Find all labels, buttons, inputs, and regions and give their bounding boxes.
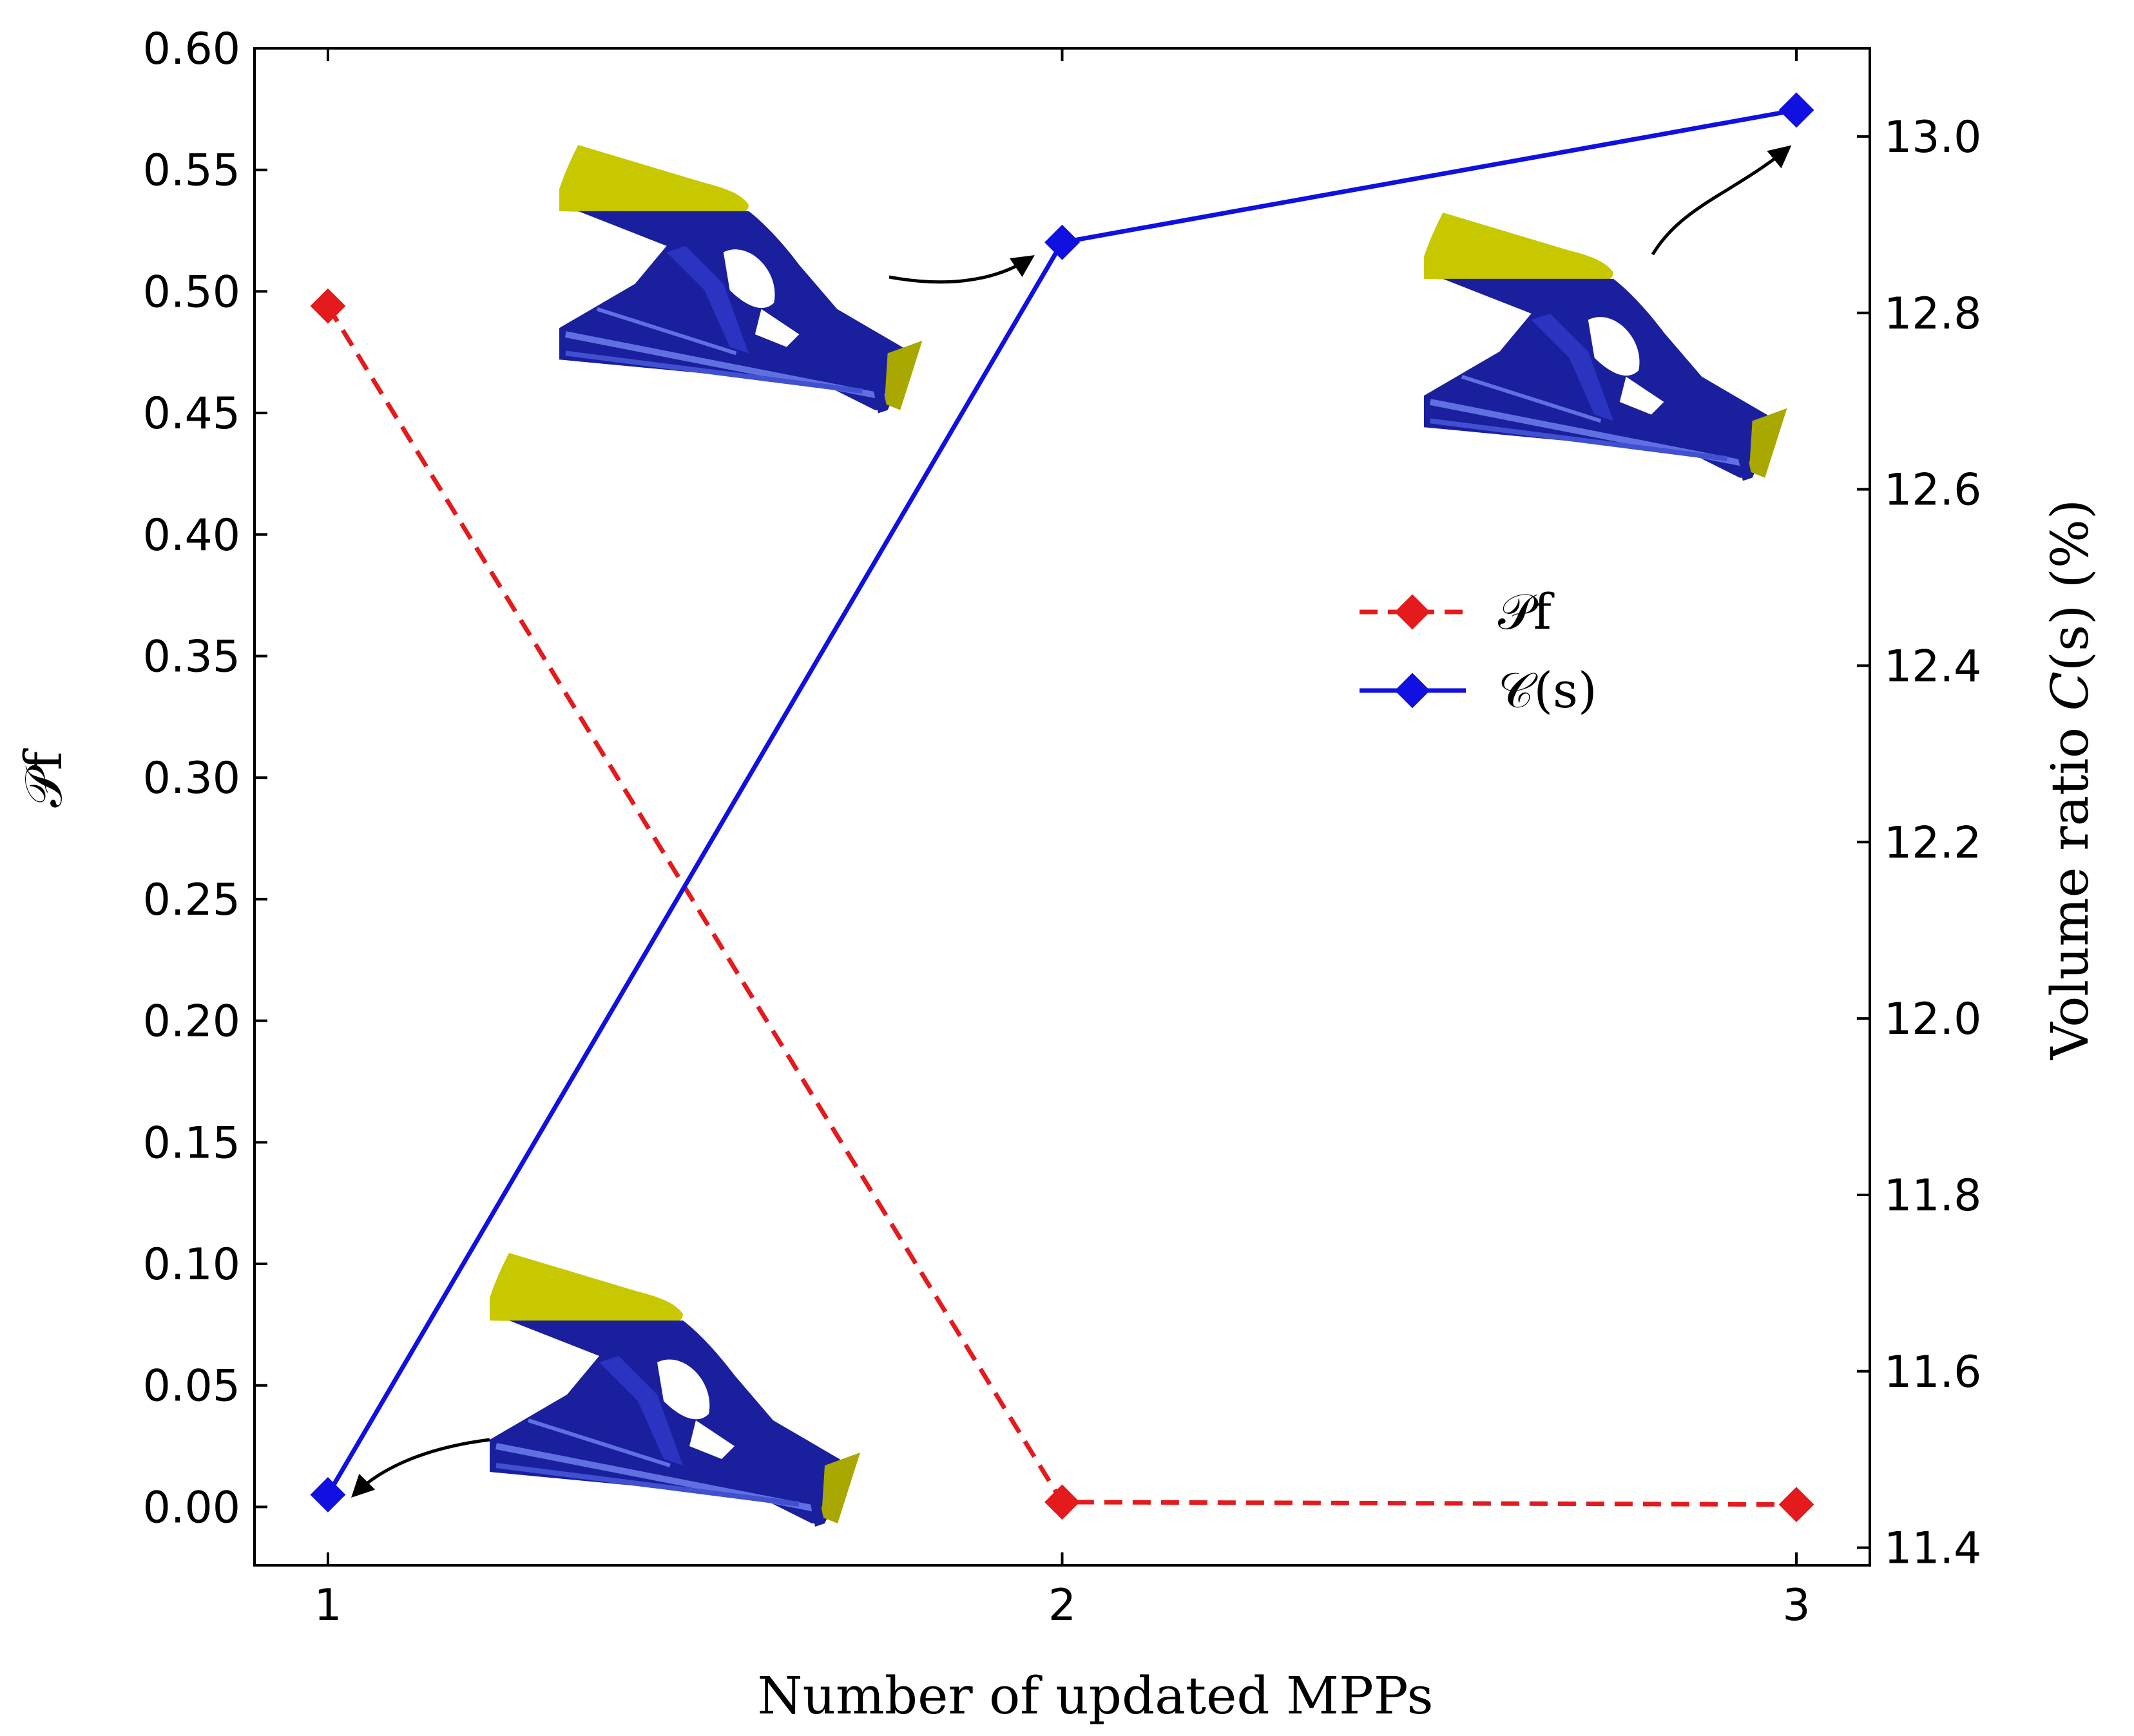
right-y-tick-label: 12.8 — [1884, 289, 1981, 339]
annotation-arrow-1 — [351, 1438, 490, 1498]
x-tick-label: 1 — [314, 1580, 341, 1631]
left-y-tick-label: 0.25 — [143, 875, 240, 926]
left-y-tick-label: 0.55 — [143, 146, 240, 196]
series-2-point — [1044, 224, 1080, 260]
right-y-tick-label: 12.6 — [1884, 465, 1981, 516]
left-y-tick-label: 0.30 — [143, 753, 240, 804]
legend-marker-2 — [1394, 672, 1430, 709]
structure-thumbnail-1 — [490, 1253, 860, 1527]
right-y-tick-label: 11.6 — [1884, 1347, 1981, 1398]
right-y-tick-label: 12.0 — [1884, 994, 1981, 1045]
series-2-point — [310, 1477, 346, 1512]
left-y-tick-label: 0.10 — [143, 1239, 240, 1290]
right-y-tick-label: 11.4 — [1884, 1523, 1981, 1574]
left-y-tick-label: 0.60 — [143, 24, 240, 75]
legend-label-2: 𝒞(s) — [1498, 662, 1597, 719]
left-y-tick-label: 0.15 — [143, 1118, 240, 1168]
left-y-tick-label: 0.05 — [143, 1361, 240, 1412]
structure-thumbnail-3 — [1424, 213, 1787, 481]
x-axis-label: Number of updated MPPs — [757, 1666, 1433, 1726]
x-tick-label: 3 — [1782, 1580, 1810, 1631]
x-axis-ticks: 1 2 3 — [314, 48, 1811, 1631]
legend: 𝒫f 𝒞(s) — [1360, 583, 1597, 719]
series-2-point — [1778, 92, 1814, 128]
left-y-tick-label: 0.40 — [143, 510, 240, 561]
left-y-axis-ticks: 0.00 0.05 0.10 0.15 0.20 0.25 0.30 0.35 0.40 0.45… — [143, 24, 267, 1533]
left-y-tick-label: 0.00 — [143, 1482, 240, 1533]
x-tick-label: 2 — [1048, 1580, 1076, 1631]
legend-marker-1 — [1394, 594, 1430, 630]
right-y-tick-label: 11.8 — [1884, 1170, 1981, 1221]
right-y-tick-label: 13.0 — [1884, 112, 1981, 163]
annotation-arrow-2 — [889, 255, 1035, 284]
left-y-tick-label: 0.35 — [143, 632, 240, 683]
plot-frame — [253, 47, 1871, 1567]
right-y-tick-label: 12.4 — [1884, 641, 1981, 692]
series-1-point — [310, 288, 346, 324]
left-y-tick-label: 0.50 — [143, 267, 240, 318]
series-layer — [310, 92, 1814, 1523]
left-y-tick-label: 0.20 — [143, 997, 240, 1047]
left-y-tick-label: 0.45 — [143, 388, 240, 439]
structure-thumbnail-2 — [559, 145, 923, 414]
right-y-tick-label: 12.2 — [1884, 817, 1981, 868]
right-y-axis-ticks: 11.4 11.6 11.8 12.0 12.2 12.4 12.6 12.8 13.0 — [1857, 112, 1981, 1574]
series-1-point — [1778, 1487, 1814, 1523]
legend-label-1: 𝒫f — [1498, 583, 1555, 640]
right-y-axis-label: Volume ratio 𝐶(s) (%) — [2040, 499, 2100, 1060]
series-1-point — [1044, 1484, 1080, 1520]
annotation-arrow-3 — [1651, 145, 1792, 256]
left-y-axis-label: 𝒫f — [14, 748, 73, 808]
